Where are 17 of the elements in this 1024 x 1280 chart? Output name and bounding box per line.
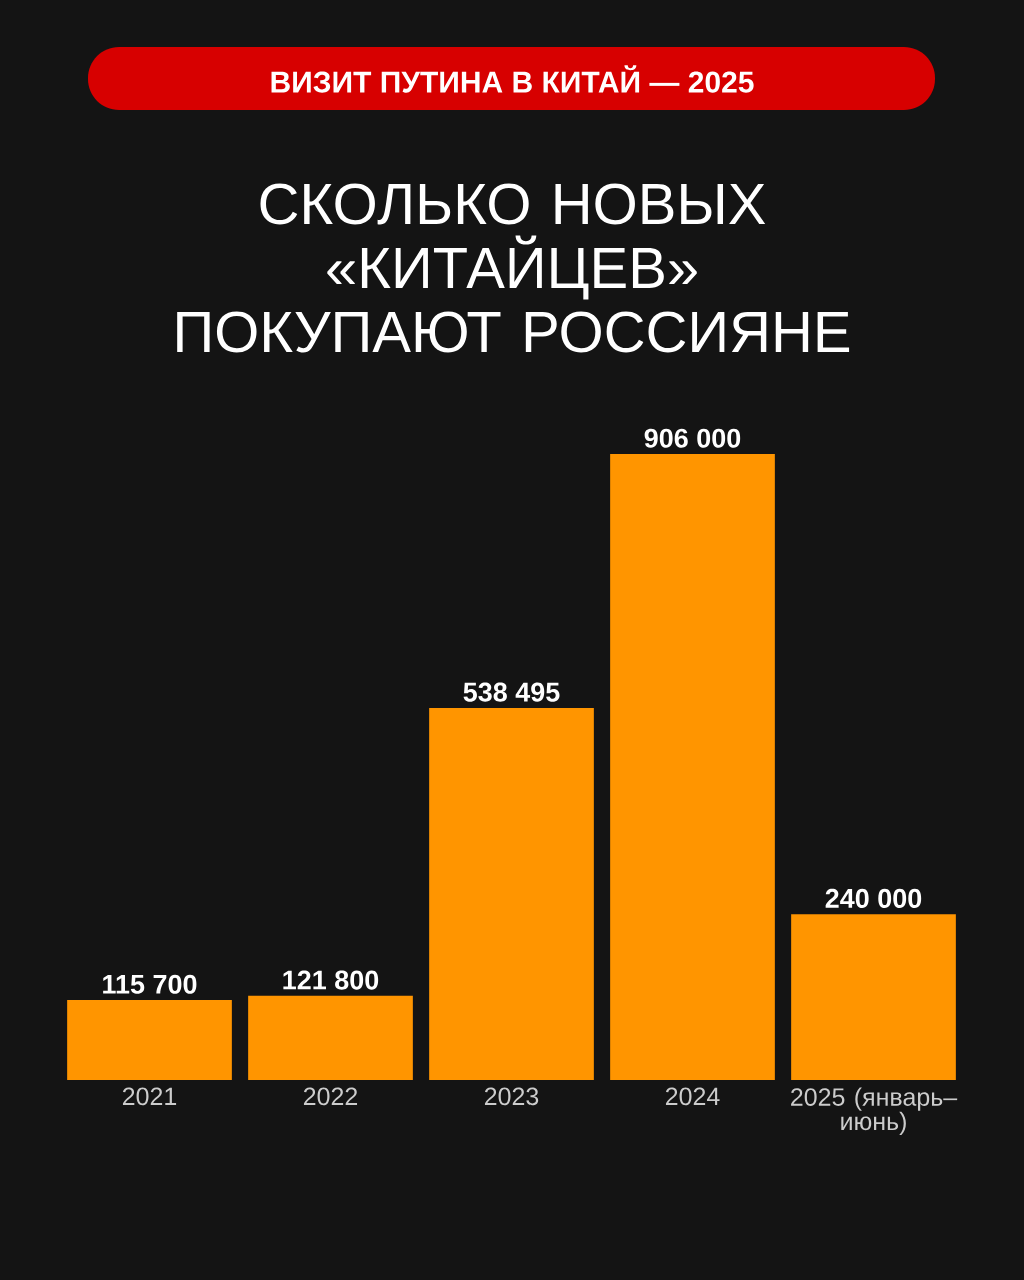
bar: [610, 453, 775, 1080]
x-tick-label: 2025 (январь–июнь): [791, 1087, 958, 1136]
data-label: 906 000: [644, 428, 741, 448]
x-tick-label: 2021: [122, 1087, 177, 1106]
x-tick-label: 2022: [303, 1087, 358, 1106]
bar: [67, 1000, 232, 1080]
x-tick-label: 2023: [484, 1087, 539, 1106]
data-label: 121 800: [283, 970, 379, 990]
chart-title: СКОЛЬКО НОВЫХ «КИТАЙЦЕВ» ПОКУПАЮТ РОССИЯНЕ: [177, 183, 850, 353]
data-label: 115 700: [103, 974, 197, 994]
chart-subtitle: ВИЗИТ ПУТИНА В КИТАЙ — 2025: [271, 65, 754, 93]
bar: [248, 995, 413, 1080]
bar: [791, 914, 956, 1080]
bar: [429, 707, 594, 1080]
data-label: 538 495: [463, 682, 560, 702]
x-tick-label: 2024: [665, 1087, 720, 1106]
data-label: 240 000: [825, 888, 922, 908]
